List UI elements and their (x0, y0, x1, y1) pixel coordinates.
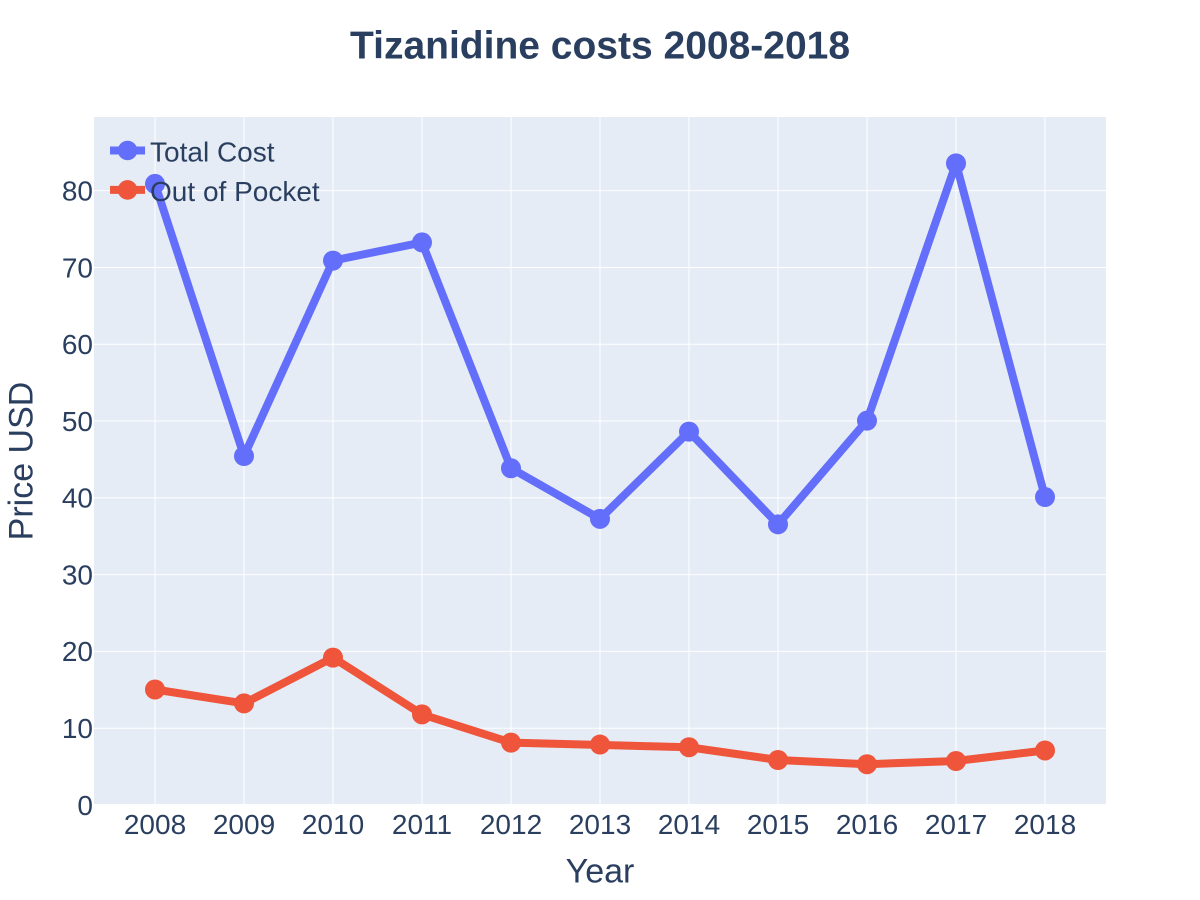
svg-text:80: 80 (62, 175, 93, 206)
svg-text:50: 50 (62, 406, 93, 437)
svg-text:2011: 2011 (392, 809, 452, 840)
svg-text:30: 30 (62, 559, 93, 590)
svg-text:Price USD: Price USD (2, 382, 40, 541)
svg-text:2015: 2015 (747, 809, 809, 840)
svg-text:2009: 2009 (213, 809, 275, 840)
svg-text:Year: Year (566, 852, 635, 890)
svg-text:Tizanidine costs 2008-2018: Tizanidine costs 2008-2018 (350, 25, 850, 68)
svg-text:2013: 2013 (569, 809, 631, 840)
svg-text:Total Cost: Total Cost (150, 136, 275, 167)
svg-text:20: 20 (62, 636, 93, 667)
svg-text:70: 70 (62, 252, 93, 283)
svg-text:2014: 2014 (658, 809, 720, 840)
svg-text:10: 10 (62, 713, 93, 744)
svg-text:2008: 2008 (124, 809, 186, 840)
svg-text:2010: 2010 (302, 809, 364, 840)
svg-text:40: 40 (62, 483, 93, 514)
svg-text:2016: 2016 (836, 809, 898, 840)
svg-text:2012: 2012 (480, 809, 542, 840)
svg-text:Out of Pocket: Out of Pocket (150, 176, 320, 207)
svg-text:60: 60 (62, 329, 93, 360)
svg-text:0: 0 (77, 790, 93, 821)
svg-text:2018: 2018 (1014, 809, 1076, 840)
svg-text:2017: 2017 (925, 809, 987, 840)
